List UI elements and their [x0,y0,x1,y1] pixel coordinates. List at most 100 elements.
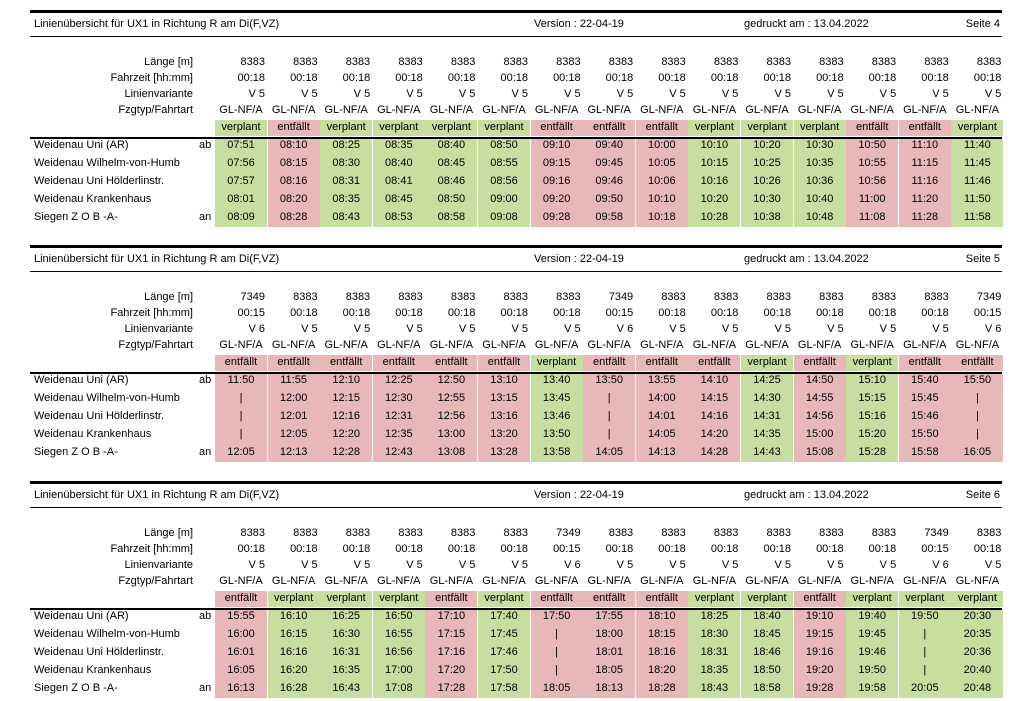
trip-time: 10:20 [700,193,729,205]
trip-dur: 00:18 [816,307,844,319]
trip-dur: 00:18 [763,543,791,555]
trip-time: 15:50 [963,374,992,386]
trip-time: 14:31 [753,410,781,422]
trip-var: V 5 [669,88,686,100]
times-fill [320,610,373,698]
trip-time: 07:57 [227,175,255,187]
status-fill [793,355,846,371]
trip-status: entfällt [329,356,363,368]
status-fill [635,355,688,371]
trip-time: 10:06 [648,175,676,187]
page-title: Linienübersicht für UX1 in Richtung R am… [34,489,280,501]
stop-name: Weidenau Uni Hölderlinstr. [34,175,165,187]
trip-time: 17:10 [437,610,466,622]
trip-status: entfällt [698,356,731,368]
times-fill [478,139,530,227]
trip-time: 19:58 [858,682,886,694]
status-fill [267,355,320,371]
trip-status: verplant [379,121,419,133]
status-fill [741,591,793,607]
top-rule [30,245,1002,248]
trip-var: V 5 [827,323,844,335]
trip-time: | [975,392,979,404]
trip-var: V 5 [879,323,897,335]
trip-typ: GL-NF/A [271,575,316,587]
times-fill [372,139,425,227]
trip-time: 18:15 [648,628,676,640]
trip-time: 17:00 [385,664,413,676]
table-rule [30,372,1002,374]
trip-typ: GL-NF/A [850,575,894,587]
trip-len: 8383 [661,527,686,539]
trip-var: V 5 [827,559,844,571]
stop-name: Weidenau Uni (AR) [34,139,129,151]
trip-dur: 00:18 [290,543,318,555]
trip-time: 18:13 [595,682,623,694]
trip-time: 15:58 [911,446,939,458]
trip-typ: GL-NF/A [587,104,631,116]
trip-var: V 5 [932,88,949,100]
trip-time: 15:28 [858,446,886,458]
trip-len: 8383 [608,56,634,68]
trip-time: 13:10 [490,374,518,386]
trip-var: V 6 [564,559,581,571]
trip-status: verplant [537,356,577,368]
trip-status: verplant [747,592,787,604]
times-fill [583,374,636,462]
stop-tag: an [199,446,212,458]
trip-typ: GL-NF/A [271,104,316,116]
trip-typ: GL-NF/A [587,339,631,351]
version-label: Version : 22-04-19 [534,253,624,265]
times-fill [951,610,1004,698]
status-fill [846,591,899,607]
printed-date: gedruckt am : 13.04.2022 [744,253,869,265]
times-fill [583,610,636,698]
status-fill [898,591,951,607]
trip-time: 16:35 [332,664,360,676]
trip-var: V 5 [669,323,686,335]
trip-len: 7349 [924,527,949,539]
trip-time: 16:13 [227,682,255,694]
trip-time: 13:58 [542,446,571,458]
trip-len: 7349 [976,291,1002,303]
trip-typ: GL-NF/A [377,575,421,587]
times-fill [741,610,793,698]
table-rule [30,608,1002,610]
meta-label: Länge [m] [144,527,193,539]
trip-time: 14:25 [753,374,781,386]
trip-time: 08:28 [279,211,308,223]
trip-dur: 00:15 [605,307,634,319]
trip-dur: 00:18 [500,72,528,84]
trip-time: 16:55 [385,628,413,640]
trip-time: 15:50 [911,428,939,440]
meta-label: Fzgtyp/Fahrtart [118,575,193,587]
trip-typ: GL-NF/A [955,575,1000,587]
trip-time: 15:15 [858,392,886,404]
trip-dur: 00:18 [395,72,423,84]
page-header: Linienübersicht für UX1 in Richtung R am… [34,15,1000,33]
trip-time: | [975,428,979,440]
trip-time: 13:55 [648,374,676,386]
trip-time: 19:20 [805,664,834,676]
meta-label: Linienvariante [124,559,194,571]
trip-time: 14:35 [753,428,781,440]
trip-len: 8383 [924,56,949,68]
trip-time: 14:13 [648,446,676,458]
trip-status: entfällt [803,356,836,368]
trip-time: 12:15 [332,392,360,404]
trip-var: V 6 [984,323,1002,335]
trip-status: verplant [274,592,314,604]
times-fill [635,139,688,227]
page-number: Seite 6 [965,489,1000,501]
trip-time: 09:10 [542,139,571,151]
trip-time: 16:25 [332,610,360,622]
trip-len: 8383 [450,56,476,68]
trip-typ: GL-NF/A [850,104,894,116]
trip-time: 11:40 [964,139,991,151]
trip-len: 8383 [398,56,423,68]
trip-len: 8383 [924,291,949,303]
status-fill [583,355,636,371]
trip-time: 10:40 [805,193,834,205]
trip-time: 08:16 [279,175,308,187]
trip-time: 08:58 [437,211,466,223]
